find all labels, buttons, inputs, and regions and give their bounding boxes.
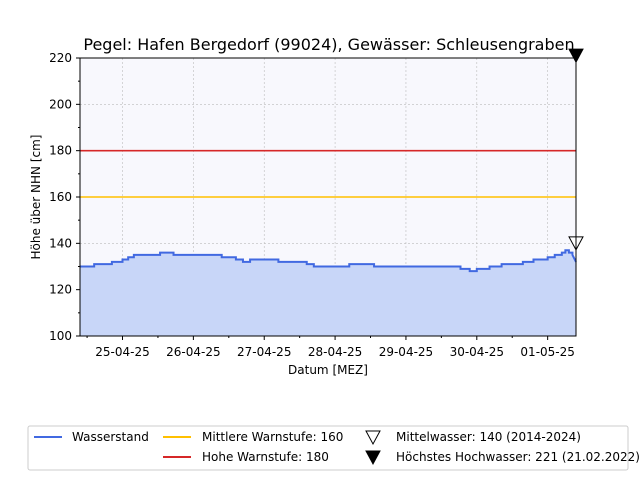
y-axis: 100 120 140 160 180 200 220: [49, 51, 80, 343]
y-tick-label-3: 160: [49, 190, 72, 204]
legend-symbol-mean-water: [365, 430, 381, 446]
highest-flood-marker: [568, 48, 584, 64]
water-level-area: [80, 250, 576, 336]
y-tick-label-1: 120: [49, 283, 72, 297]
x-tick-label-2: 27-04-25: [237, 345, 291, 359]
legend-symbol-highest-flood: [365, 450, 381, 466]
legend-label-mean-water: Mittelwasser: 140 (2014-2024): [396, 430, 581, 444]
x-axis-label: Datum [MEZ]: [288, 363, 368, 377]
legend-label-mid-warning: Mittlere Warnstufe: 160: [202, 430, 343, 444]
y-tick-label-4: 180: [49, 144, 72, 158]
y-axis-label: Höhe über NHN [cm]: [29, 135, 43, 260]
legend-label-high-warning: Hohe Warnstufe: 180: [202, 450, 329, 464]
legend-label-highest-flood: Höchstes Hochwasser: 221 (21.02.2022): [396, 450, 640, 464]
legend-label-water: Wasserstand: [72, 430, 149, 444]
x-tick-label-3: 28-04-25: [308, 345, 362, 359]
legend: Wasserstand Mittlere Warnstufe: 160 Hohe…: [27, 425, 640, 471]
x-tick-label-5: 30-04-25: [450, 345, 504, 359]
x-tick-label-6: 01-05-25: [520, 345, 574, 359]
water-level-line: [80, 249, 577, 273]
y-tick-label-5: 200: [49, 97, 72, 111]
x-tick-label-1: 26-04-25: [166, 345, 220, 359]
x-tick-label-0: 25-04-25: [95, 345, 149, 359]
chart-title: Pegel: Hafen Bergedorf (99024), Gewässer…: [83, 35, 574, 54]
x-tick-label-4: 29-04-25: [379, 345, 433, 359]
y-tick-label-0: 100: [49, 329, 72, 343]
x-axis: 25-04-25 26-04-25 27-04-25 28-04-25 29-04-25…: [86, 336, 575, 359]
y-tick-label-2: 140: [49, 236, 72, 250]
y-tick-label-6: 220: [49, 51, 72, 65]
